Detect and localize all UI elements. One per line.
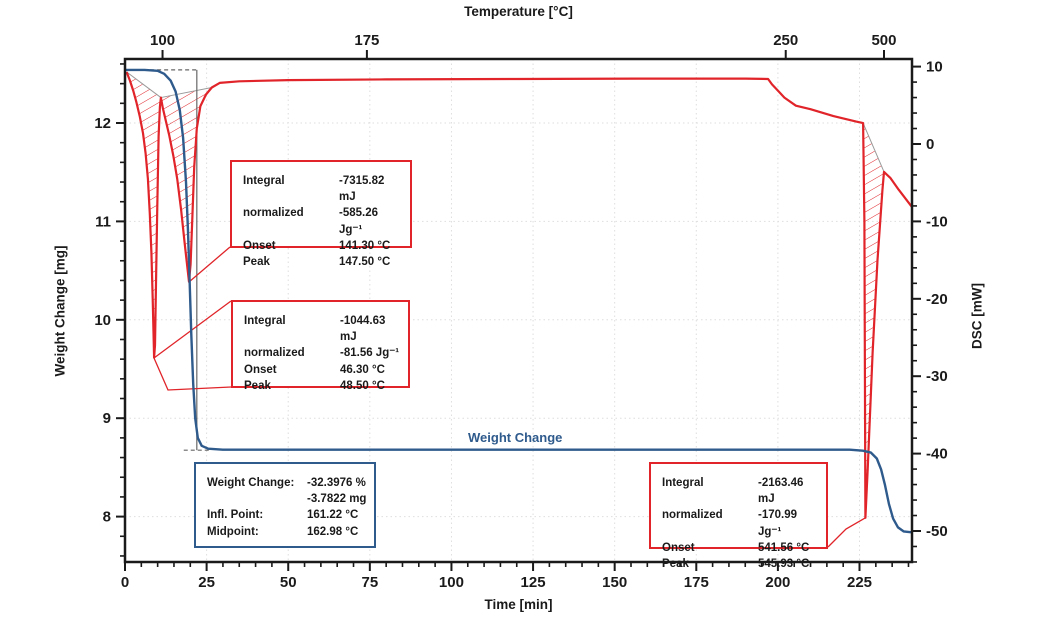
annotation-label: normalized bbox=[244, 347, 305, 360]
svg-text:11: 11 bbox=[95, 213, 111, 230]
annotation-value: -1044.63 mJ bbox=[340, 315, 386, 344]
annotation-label: Peak bbox=[243, 256, 270, 269]
annotation-value: 147.50 °C bbox=[339, 256, 391, 269]
annotation-value: -170.99 Jg⁻¹ bbox=[758, 509, 798, 538]
svg-text:-20: -20 bbox=[926, 291, 948, 308]
annotation-value: 162.98 °C bbox=[307, 525, 359, 538]
annotation-label: Onset bbox=[662, 541, 695, 554]
dsc-curve bbox=[125, 71, 913, 519]
annotation-label: Peak bbox=[662, 558, 689, 571]
svg-text:150: 150 bbox=[602, 574, 627, 591]
annotation-label: Peak bbox=[244, 379, 271, 392]
annotation-label: Integral bbox=[244, 315, 286, 327]
svg-text:200: 200 bbox=[765, 574, 790, 591]
svg-text:-40: -40 bbox=[926, 446, 948, 463]
annotation-value: 141.30 °C bbox=[339, 239, 391, 252]
annotation-value: 541.56 °C bbox=[758, 541, 810, 554]
annotation-weight-step: Weight Change: -32.3976 % -3.7822 mg Infl… bbox=[194, 462, 376, 548]
svg-text:-50: -50 bbox=[926, 523, 948, 540]
annotation-label: Integral bbox=[662, 477, 704, 489]
svg-text:-30: -30 bbox=[926, 368, 948, 385]
callout-lines bbox=[153, 246, 866, 548]
annotation-value: -2163.46 mJ bbox=[758, 477, 804, 506]
svg-text:250: 250 bbox=[773, 32, 798, 49]
svg-text:9: 9 bbox=[103, 410, 111, 427]
annotation-label: Onset bbox=[243, 239, 276, 252]
svg-text:10: 10 bbox=[94, 312, 111, 329]
svg-text:-10: -10 bbox=[926, 213, 948, 230]
annotation-value: 545.93 °C bbox=[758, 558, 810, 571]
svg-text:175: 175 bbox=[354, 32, 379, 49]
annotation-value: -585.26 Jg⁻¹ bbox=[339, 207, 379, 236]
annotation-value: -7315.82 mJ bbox=[339, 175, 385, 204]
svg-text:125: 125 bbox=[521, 574, 546, 591]
annotation-label: Weight Change: bbox=[207, 477, 295, 489]
svg-text:25: 25 bbox=[198, 574, 215, 591]
annotation-label bbox=[207, 491, 307, 507]
svg-text:8: 8 bbox=[103, 509, 111, 526]
annotation-value: 46.30 °C bbox=[340, 363, 385, 376]
svg-text:50: 50 bbox=[280, 574, 297, 591]
annotation-label: Onset bbox=[244, 363, 277, 376]
svg-text:0: 0 bbox=[121, 574, 129, 591]
annotation-label: Infl. Point: bbox=[207, 509, 264, 522]
annotation-label: normalized bbox=[662, 509, 723, 522]
svg-text:12: 12 bbox=[94, 115, 111, 132]
svg-text:100: 100 bbox=[439, 574, 464, 591]
svg-text:75: 75 bbox=[361, 574, 378, 591]
svg-text:100: 100 bbox=[150, 32, 175, 49]
annotation-peak1: Integral -7315.82 mJ normalized -585.26 Jg… bbox=[230, 160, 412, 268]
plot-border bbox=[123, 57, 914, 564]
axis-ticks bbox=[116, 50, 921, 571]
bottom-axis-title: Time [min] bbox=[484, 597, 553, 612]
weight-curve-label: Weight Change bbox=[468, 430, 563, 445]
annotation-label: Integral bbox=[243, 175, 285, 187]
integration-areas bbox=[126, 71, 885, 518]
weight-curve bbox=[125, 68, 912, 534]
svg-text:0: 0 bbox=[926, 136, 934, 153]
right-axis-title: DSC [mW] bbox=[969, 283, 985, 349]
annotation-value: 161.22 °C bbox=[307, 509, 359, 522]
annotation-label: normalized bbox=[243, 207, 304, 220]
annotation-peak2: Integral -1044.63 mJ normalized -81.56 Jg⁻… bbox=[231, 300, 410, 392]
annotation-value: -81.56 Jg⁻¹ bbox=[340, 347, 400, 360]
annotation-label: Midpoint: bbox=[207, 525, 259, 538]
annotation-value: 48.50 °C bbox=[340, 379, 385, 392]
svg-text:175: 175 bbox=[684, 574, 709, 591]
annotation-value: -3.7822 mg bbox=[307, 493, 367, 506]
annotation-value: -32.3976 % bbox=[307, 477, 366, 489]
svg-text:500: 500 bbox=[871, 32, 896, 49]
annotation-peak3: Integral -2163.46 mJ normalized -170.99 Jg… bbox=[649, 462, 828, 570]
top-axis-title: Temperature [°C] bbox=[464, 4, 573, 19]
svg-text:10: 10 bbox=[926, 59, 943, 76]
svg-text:225: 225 bbox=[847, 574, 872, 591]
left-axis-title: Weight Change [mg] bbox=[52, 245, 68, 377]
